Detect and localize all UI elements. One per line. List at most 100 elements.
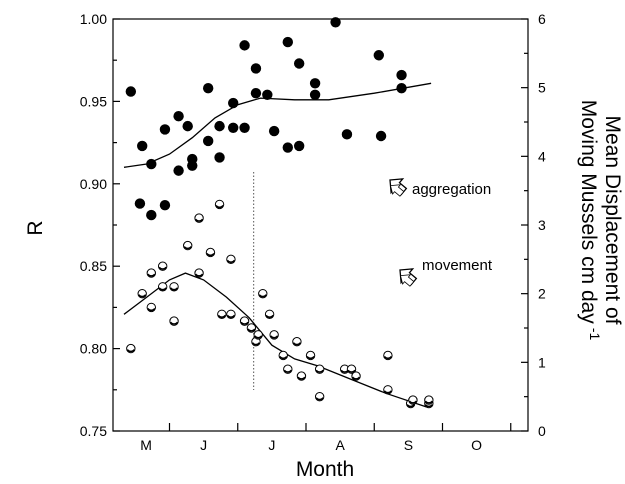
point-movement: [424, 395, 434, 405]
point-movement-shade: [279, 355, 288, 360]
point-aggregation: [187, 153, 198, 165]
left-tick-label: 0.95: [80, 93, 107, 109]
right-axis-title-line2-main: Moving Mussels cm day: [577, 100, 600, 325]
point-aggregation: [330, 17, 341, 28]
point-movement: [314, 364, 325, 374]
point-movement-shade: [283, 369, 292, 373]
point-aggregation: [214, 120, 225, 132]
point-aggregation: [202, 83, 214, 94]
right-tick-label: 3: [538, 217, 546, 233]
legend-arrow-aggregation-shadow: [389, 184, 405, 197]
point-aggregation: [125, 86, 137, 97]
point-movement: [226, 254, 236, 265]
point-aggregation: [396, 83, 407, 94]
point-aggregation: [137, 140, 148, 152]
point-aggregation: [146, 209, 157, 221]
left-tick-label: 0.75: [80, 423, 107, 439]
point-aggregation: [293, 140, 305, 152]
point-movement: [194, 268, 204, 278]
point-movement: [253, 330, 263, 340]
point-movement: [183, 240, 193, 251]
right-axis-title-line2: Moving Mussels cm day -1: [577, 100, 603, 341]
point-movement-shade: [169, 321, 179, 325]
point-aggregation: [282, 142, 293, 153]
legend-arrow-movement: [399, 268, 418, 287]
point-movement-shade: [424, 403, 434, 408]
point-movement-shade: [226, 314, 236, 318]
point-aggregation: [268, 125, 280, 137]
left-axis-ticks: 0.75 0.80 0.85 0.90 0.95 1.00: [80, 11, 120, 439]
legend-label-movement: movement: [422, 257, 493, 274]
point-aggregation: [250, 63, 262, 74]
point-movement: [246, 323, 257, 333]
point-movement: [305, 350, 316, 361]
point-movement-shade: [169, 287, 179, 291]
point-movement-shade: [217, 314, 226, 318]
point-aggregation: [228, 122, 239, 133]
point-movement-shade: [424, 400, 434, 404]
point-aggregation: [309, 78, 321, 89]
point-aggregation: [341, 129, 353, 140]
left-tick-label: 0.80: [80, 341, 107, 357]
point-aggregation: [262, 89, 273, 101]
point-movement: [239, 316, 250, 326]
point-movement: [217, 309, 227, 319]
point-movement: [351, 371, 361, 381]
point-aggregation: [282, 36, 293, 48]
point-movement: [383, 350, 393, 361]
point-movement-shade: [306, 355, 315, 360]
point-aggregation: [309, 89, 321, 101]
point-movement: [278, 350, 288, 361]
right-tick-label: 1: [538, 354, 546, 370]
point-movement: [258, 288, 268, 299]
point-movement-shade: [408, 400, 418, 404]
legend-arrow-movement-shadow: [399, 274, 415, 287]
point-movement-shade: [247, 328, 256, 332]
fit-line-movement: [123, 272, 427, 408]
data-points: [125, 17, 434, 409]
right-axis-ticks: 0 1 2 3 4 5 6: [521, 11, 546, 439]
point-movement-shade: [158, 266, 167, 270]
point-movement-shade: [351, 376, 361, 380]
right-axis-title-superscript: -1: [587, 328, 603, 341]
month-label: J: [268, 437, 275, 453]
right-tick-label: 6: [538, 11, 546, 27]
fit-line-aggregation: [123, 82, 432, 168]
point-movement: [146, 302, 157, 313]
point-movement: [314, 391, 325, 402]
left-axis-title: R: [24, 220, 47, 235]
point-movement: [157, 282, 168, 292]
point-movement-shade: [265, 314, 274, 318]
right-tick-label: 5: [538, 80, 546, 96]
month-label: J: [200, 437, 207, 453]
right-axis-title: Mean Displacement of Moving Mussels cm d…: [577, 100, 624, 341]
point-movement: [283, 364, 293, 374]
point-movement-shade: [226, 259, 236, 263]
point-aggregation: [159, 124, 171, 135]
month-label: A: [335, 437, 345, 453]
point-aggregation: [159, 200, 171, 211]
point-movement-shade: [240, 321, 249, 325]
point-movement: [126, 343, 136, 354]
point-aggregation: [134, 198, 146, 209]
point-aggregation: [146, 158, 157, 170]
point-movement-shade: [147, 273, 156, 277]
point-aggregation: [173, 165, 184, 176]
point-movement: [214, 199, 225, 210]
point-movement: [226, 309, 236, 319]
point-movement-shade: [206, 252, 215, 257]
legend-label-aggregation: aggregation: [412, 181, 491, 198]
point-movement-shade: [297, 376, 306, 380]
point-aggregation: [228, 97, 239, 109]
point-aggregation: [239, 40, 250, 51]
point-movement-shade: [292, 342, 302, 346]
point-movement-shade: [126, 349, 135, 353]
left-tick-label: 0.85: [80, 258, 107, 274]
legend-arrow-aggregation: [389, 178, 408, 197]
point-aggregation: [250, 87, 262, 99]
point-movement: [264, 309, 275, 319]
point-movement: [205, 247, 216, 258]
right-tick-label: 2: [538, 286, 546, 302]
point-aggregation: [202, 135, 214, 147]
